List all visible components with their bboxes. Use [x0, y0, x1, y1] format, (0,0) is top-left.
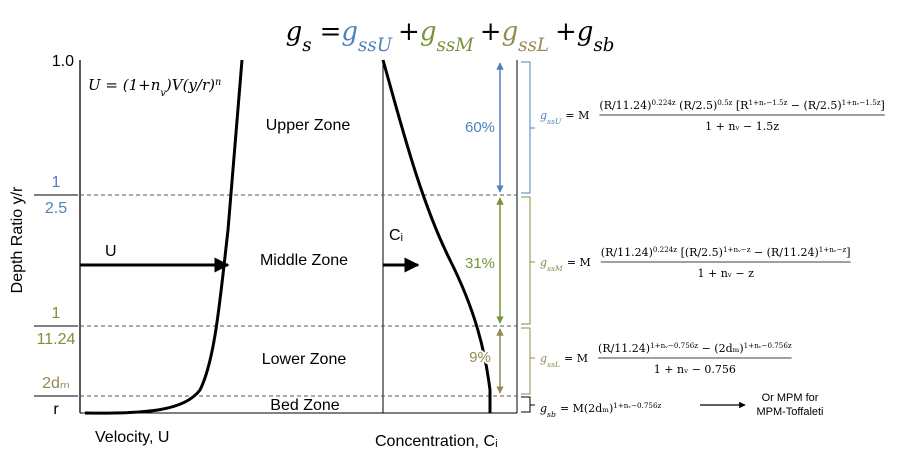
subscript: ssL: [547, 360, 560, 369]
symbol: g: [502, 17, 519, 47]
formula-num: (R/11.24)0.224z [(R/2.5)1+nᵥ−z − (R/11.2…: [601, 245, 851, 260]
y-top: 1.0: [52, 53, 74, 70]
superscript: 0.224z: [653, 245, 677, 254]
subscript: v: [160, 88, 166, 99]
text-part: U = (1+n: [88, 76, 160, 94]
superscript: 1+nᵥ−z: [723, 245, 751, 254]
symbol: g: [577, 17, 594, 47]
fraction-num: 2dₘ: [42, 375, 70, 392]
superscript: 1+nᵥ−1.5z: [748, 98, 787, 107]
operator: +: [398, 17, 420, 47]
y-axis-title: Depth Ratio y/r: [9, 186, 26, 293]
zone-label: Middle Zone: [260, 252, 348, 269]
text-part: (R/11.24): [598, 342, 650, 355]
formula-num: (R/11.24)1+nᵥ−0.756z − (2dₘ)1+nᵥ−0.756z: [598, 341, 792, 356]
equals: = M: [564, 352, 588, 365]
zone-label: Bed Zone: [270, 397, 339, 414]
operator: +: [480, 17, 502, 47]
superscript: 0.5z: [717, 98, 732, 107]
zone-label: Upper Zone: [266, 117, 351, 134]
fraction-den: 11.24: [37, 331, 76, 348]
symbol: g: [286, 17, 303, 47]
formula-lhs: gssM = M: [540, 256, 591, 273]
frame: [79, 59, 518, 415]
subscript: ssU: [547, 117, 562, 126]
arrow-label: U: [105, 243, 117, 260]
equals: = M: [565, 109, 589, 122]
subscript: ssL: [518, 35, 549, 56]
share-label: 9%: [469, 349, 491, 366]
x-label: Velocity, U: [95, 429, 169, 446]
symbol: g: [540, 109, 547, 122]
subscript: ssM: [547, 264, 564, 273]
subscript: sb: [593, 35, 614, 56]
symbol: g: [540, 402, 547, 415]
superscript: 1+nᵥ−z: [819, 245, 847, 254]
note: Or MPM for: [762, 392, 819, 404]
superscript: 1+nᵥ−0.756z: [650, 341, 698, 350]
fraction-den: 2.5: [45, 200, 67, 217]
symbol: g: [540, 352, 547, 365]
operator: =: [320, 17, 342, 47]
symbol: g: [540, 256, 547, 269]
note: MPM-Toffaleti: [756, 406, 823, 418]
arrows: [80, 61, 746, 413]
arrow-label: Cᵢ: [389, 227, 403, 244]
share-label: 60%: [465, 119, 495, 136]
formula-den: 1 + nᵥ − 0.756: [654, 363, 736, 376]
fraction-num: 1: [52, 174, 61, 191]
zone-label: Lower Zone: [262, 351, 347, 368]
subscript: ssU: [358, 35, 393, 56]
text-part: ]: [846, 246, 850, 259]
share-label: 31%: [465, 255, 495, 272]
superscript: 1+nᵥ−0.756z: [744, 341, 792, 350]
equals: = M(2dₘ): [560, 402, 613, 415]
superscript: n: [215, 77, 221, 88]
symbol: g: [341, 17, 358, 47]
text-part: (R/11.24): [599, 99, 651, 112]
superscript: 1+nᵥ−1.5z: [842, 98, 881, 107]
symbol: g: [420, 17, 437, 47]
fraction-den: r: [53, 401, 59, 418]
text-part: (R/11.24): [601, 246, 653, 259]
subscript: sb: [547, 410, 556, 419]
text-part: − (2dₘ): [698, 342, 744, 355]
x-label: Concentration, Cᵢ: [375, 433, 498, 450]
text-part: − (R/11.24): [750, 246, 818, 259]
formula-lhs: gssL = M: [540, 352, 588, 369]
subscript: ssM: [436, 35, 474, 56]
formula-lhs: gssU = M: [540, 109, 589, 126]
velocity-law: U = (1+nv)V(y/r)n: [88, 76, 221, 99]
operator: +: [555, 17, 577, 47]
formula-den: 1 + nᵥ − 1.5z: [705, 120, 779, 133]
formula-exp: 1+nᵥ−0.756z: [613, 401, 661, 410]
fraction-num: 1: [52, 305, 61, 322]
text-part: − (R/2.5): [787, 99, 841, 112]
superscript: 0.224z: [651, 98, 675, 107]
text-part: [(R/2.5): [677, 246, 723, 259]
formula-den: 1 + nᵥ − z: [697, 267, 754, 280]
text-part: ]: [881, 99, 885, 112]
text-part: [R: [732, 99, 749, 112]
subscript: s: [302, 35, 311, 56]
title: gs =gssU +gssM +gssL +gsb: [286, 17, 615, 56]
formula-lhs: gsb = M(2dₘ): [540, 402, 613, 419]
formula-num: (R/11.24)0.224z (R/2.5)0.5z [R1+nᵥ−1.5z …: [599, 98, 884, 113]
text-part: )V(y/r): [165, 76, 215, 94]
equals: = M: [567, 256, 591, 269]
superscript: 1+nᵥ−0.756z: [613, 401, 661, 410]
text-part: (R/2.5): [676, 99, 718, 112]
